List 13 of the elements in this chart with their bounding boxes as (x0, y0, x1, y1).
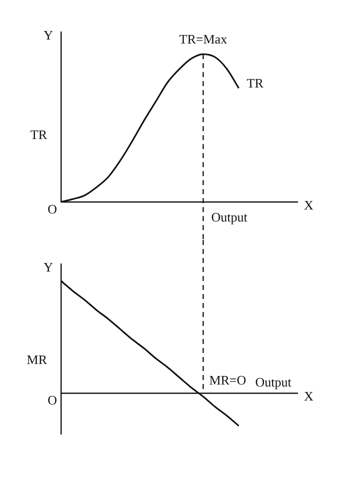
text: TR=Max (179, 32, 228, 47)
x-axis-title: Output (255, 374, 292, 390)
series-label: TR (246, 76, 264, 91)
text: X (304, 388, 314, 404)
x-axis-title: Output (211, 209, 248, 224)
annotation: MR=O (209, 372, 246, 388)
text: O (48, 201, 57, 216)
text: Y (44, 27, 54, 42)
text: O (48, 392, 57, 408)
y-axis-title: MR (26, 352, 48, 368)
y-axis-title: TR (30, 126, 48, 142)
text: X (304, 197, 314, 212)
text: Y (44, 259, 54, 274)
